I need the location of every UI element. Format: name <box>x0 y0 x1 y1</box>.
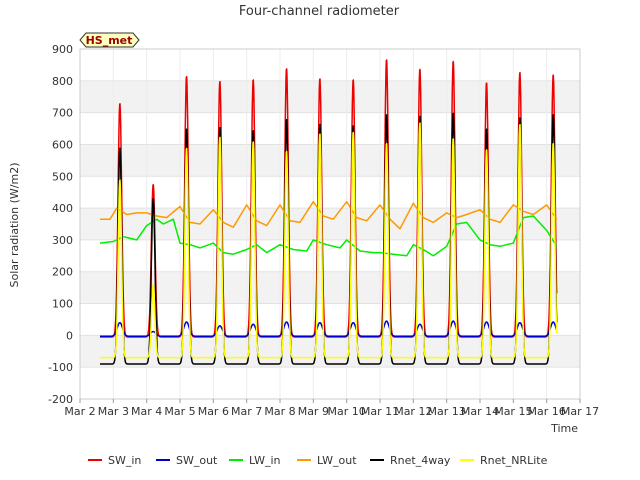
series-line-sw-out <box>99 320 558 338</box>
x-tick-label: Mar 8 <box>264 405 295 418</box>
plot-band <box>80 271 580 304</box>
site-badge-box <box>79 32 140 48</box>
y-tick-label: 600 <box>52 138 73 151</box>
x-tick-label: Mar 9 <box>298 405 329 418</box>
x-tick-label: Mar 3 <box>98 405 129 418</box>
series-line-rnet-nrlite <box>99 122 558 359</box>
y-tick-label: 400 <box>52 202 73 215</box>
plot-band <box>80 80 580 113</box>
x-tick-label: Mar 4 <box>131 405 162 418</box>
site-badge: HS_met <box>79 32 140 48</box>
plot-band <box>80 144 580 177</box>
y-tick-label: 700 <box>52 107 73 120</box>
x-tick-label: Mar 11 <box>361 405 399 418</box>
plot-band <box>80 303 580 336</box>
x-tick-label: Mar 7 <box>231 405 262 418</box>
series-line-lw-out <box>100 200 558 230</box>
plot-band <box>80 49 580 81</box>
y-tick-label: 500 <box>52 170 73 183</box>
legend-label: SW_out <box>176 454 218 467</box>
legend-label: LW_out <box>317 454 357 467</box>
y-tick-label: 900 <box>52 43 73 56</box>
plot-band <box>80 367 580 399</box>
y-tick-label: 800 <box>52 75 73 88</box>
plot-frame <box>79 48 581 400</box>
y-axis-ticks: -200 -100 0 100 200 300 400 500 600 700 800 900 <box>48 43 73 406</box>
x-axis-label: Time <box>550 422 578 435</box>
x-tick-label: Mar 10 <box>328 405 366 418</box>
y-tick-label: 0 <box>66 329 73 342</box>
x-tick-label: Mar 15 <box>494 405 532 418</box>
legend: SW_in SW_out LW_in LW_out Rnet_4way Rnet_NRLi… <box>88 454 548 467</box>
plot-band <box>80 112 580 145</box>
x-tick-label: Mar 6 <box>198 405 229 418</box>
y-tick-label: 300 <box>52 234 73 247</box>
x-tick-label: Mar 13 <box>428 405 466 418</box>
legend-label: LW_in <box>249 454 281 467</box>
legend-label: Rnet_NRLite <box>480 454 548 467</box>
x-tick-label: Mar 17 <box>561 405 599 418</box>
x-tick-label: Mar 14 <box>461 405 499 418</box>
series-line-lw-in <box>99 215 558 257</box>
x-tick-label: Mar 12 <box>394 405 432 418</box>
site-badge-label: HS_met <box>86 34 133 47</box>
x-axis-ticks: Mar 2 Mar 3 Mar 4 Mar 5 Mar 6 Mar 7 Mar 8 Mar 9… <box>64 399 599 418</box>
plot-background <box>80 49 580 399</box>
x-tick-label: Mar 16 <box>528 405 566 418</box>
y-tick-label: -200 <box>48 393 73 406</box>
legend-label: SW_in <box>108 454 141 467</box>
y-tick-label: 200 <box>52 266 73 279</box>
plot-band <box>80 176 580 209</box>
y-tick-label: -100 <box>48 361 73 374</box>
y-tick-label: 100 <box>52 298 73 311</box>
x-tick-label: Mar 2 <box>64 405 95 418</box>
x-tick-label: Mar 5 <box>164 405 195 418</box>
plot-band <box>80 335 580 368</box>
chart-title: Four-channel radiometer <box>239 4 400 19</box>
y-axis-label: Solar radiation (W/m2) <box>8 162 21 287</box>
series-lines <box>99 59 558 365</box>
legend-label: Rnet_4way <box>390 454 451 467</box>
series-line-rnet-4way <box>99 112 558 365</box>
